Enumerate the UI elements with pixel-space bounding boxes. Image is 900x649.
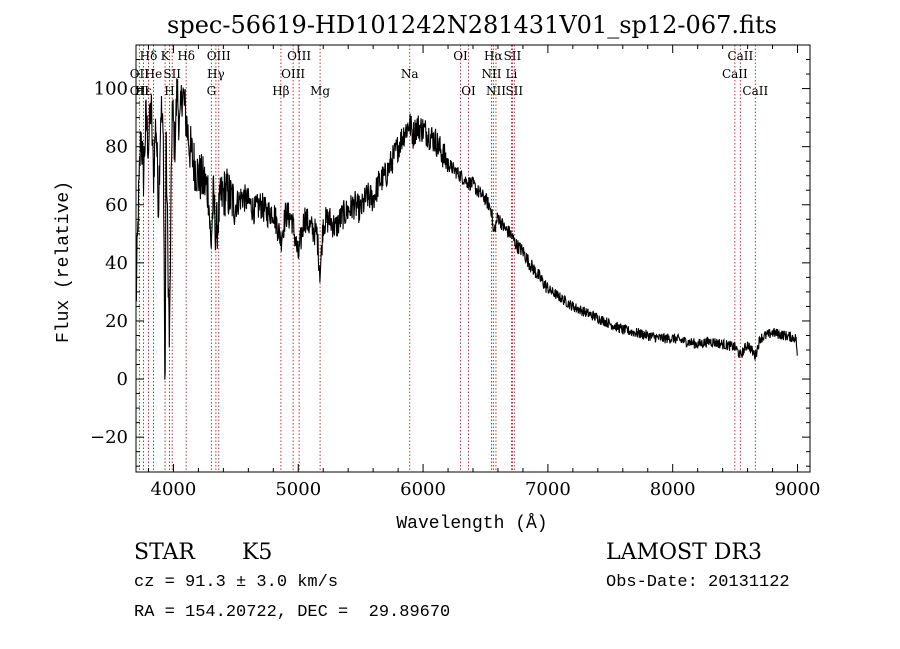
spectral-line-label: SII xyxy=(504,49,522,63)
x-tick-label: 4000 xyxy=(151,479,197,500)
y-tick-label: 0 xyxy=(117,369,128,390)
y-tick-label: 60 xyxy=(105,195,128,216)
y-axis-ticks: −20 0 20 40 60 80 100 xyxy=(90,59,810,467)
y-tick-label: 20 xyxy=(105,311,128,332)
spectral-line-label: OI xyxy=(453,49,468,63)
x-tick-label: 5000 xyxy=(275,479,321,500)
spectrum-line xyxy=(135,78,798,380)
spectral-line-label: Hβ xyxy=(272,84,289,98)
y-tick-label: 80 xyxy=(105,137,128,158)
x-tick-label: 7000 xyxy=(525,479,571,500)
x-tick-label: 6000 xyxy=(400,479,446,500)
spectral-line-label: CaII xyxy=(722,67,748,81)
spectral-line-label: Na xyxy=(401,67,419,81)
spectral-line-label: SII xyxy=(163,67,181,81)
spectral-line-label: SII xyxy=(505,84,523,98)
x-tick-label: 8000 xyxy=(650,479,696,500)
spectral-line-label: G xyxy=(207,84,217,98)
spectral-line-label: OIII xyxy=(281,67,305,81)
object-class: STAR xyxy=(134,540,195,565)
spectral-line-label: NII xyxy=(481,67,501,81)
spectral-line-label: OIII xyxy=(207,49,231,63)
y-tick-label: −20 xyxy=(90,427,128,448)
x-axis-ticks: 4000 5000 6000 7000 8000 9000 xyxy=(147,45,821,500)
spectral-line-label: NII xyxy=(486,84,506,98)
spectral-line-label: Hδ xyxy=(140,49,158,63)
spectral-line-label: Li xyxy=(506,67,518,81)
chart-title: spec-56619-HD101242N281431V01_sp12-067.f… xyxy=(167,11,777,39)
spectral-line-label: He xyxy=(145,67,163,81)
spectral-subclass: K5 xyxy=(242,540,273,565)
spectral-line-label: CaII xyxy=(727,49,753,63)
x-axis-label: Wavelength (Å) xyxy=(396,513,547,534)
y-tick-label: 100 xyxy=(94,79,128,100)
spectral-line-label: K xyxy=(161,49,171,63)
redshift-value: cz = 91.3 ± 3.0 km/s xyxy=(134,573,339,592)
spectral-line-label: H xyxy=(164,84,174,98)
spectral-line-label: Hε xyxy=(135,84,152,98)
observation-date: Obs-Date: 20131122 xyxy=(606,573,790,592)
x-tick-label: 9000 xyxy=(775,479,821,500)
spectral-line-label: Mg xyxy=(310,84,330,98)
survey-name: LAMOST DR3 xyxy=(606,540,762,565)
spectral-line-label: Hγ xyxy=(207,67,225,81)
plot-frame xyxy=(135,44,811,473)
spectral-line-label: CaII xyxy=(742,84,768,98)
spectral-line-label: OIII xyxy=(287,49,311,63)
y-axis-label: Flux (relative) xyxy=(54,181,74,343)
y-tick-label: 40 xyxy=(105,253,128,274)
spectral-line-label: Hδ xyxy=(177,49,195,63)
spectral-line-label: Hα xyxy=(484,49,503,63)
spectral-line-markers xyxy=(138,45,756,472)
spectral-line-label: OI xyxy=(461,84,476,98)
coordinates: RA = 154.20722, DEC = 29.89670 xyxy=(134,603,451,622)
spectral-line-label: OII xyxy=(130,84,150,98)
